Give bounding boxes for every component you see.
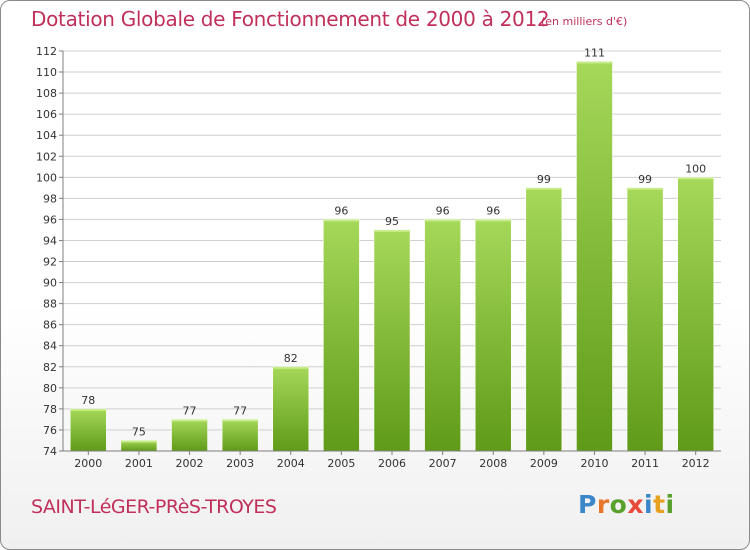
bar-2011 bbox=[626, 187, 664, 452]
bar-highlight bbox=[323, 219, 360, 222]
y-tick-label: 74 bbox=[43, 445, 57, 458]
logo-letter: x bbox=[627, 490, 644, 519]
y-tick-label: 84 bbox=[43, 340, 57, 353]
bar-highlight bbox=[677, 177, 714, 180]
bar-2010 bbox=[576, 61, 613, 452]
bar-highlight bbox=[576, 61, 613, 64]
bar-value-label: 96 bbox=[436, 204, 450, 217]
logo-letter: i bbox=[644, 490, 654, 519]
logo-letter: i bbox=[665, 490, 675, 519]
y-tick-label: 82 bbox=[43, 361, 57, 374]
bar-2000 bbox=[70, 408, 107, 452]
x-tick-label: 2004 bbox=[277, 457, 305, 470]
bar-highlight bbox=[70, 408, 107, 411]
bar-value-label: 77 bbox=[183, 404, 197, 417]
y-tick-label: 112 bbox=[36, 45, 57, 58]
y-tick-label: 106 bbox=[36, 108, 57, 121]
x-tick-label: 2005 bbox=[327, 457, 355, 470]
logo-letter: r bbox=[596, 490, 610, 519]
bar-value-label: 100 bbox=[685, 162, 706, 175]
x-tick-label: 2009 bbox=[530, 457, 558, 470]
bar-value-label: 96 bbox=[486, 204, 500, 217]
y-tick-label: 104 bbox=[36, 129, 57, 142]
bar-value-label: 96 bbox=[334, 204, 348, 217]
bar-2009 bbox=[525, 187, 563, 452]
axes bbox=[59, 50, 721, 455]
y-tick-label: 76 bbox=[43, 424, 57, 437]
bars bbox=[70, 61, 714, 452]
bar-value-label: 99 bbox=[537, 173, 551, 186]
y-tick-label: 96 bbox=[43, 213, 57, 226]
bar-value-label: 99 bbox=[638, 173, 652, 186]
bar-highlight bbox=[171, 419, 208, 422]
bar-value-label: 95 bbox=[385, 215, 399, 228]
y-tick-label: 78 bbox=[43, 403, 57, 416]
bar-2007 bbox=[424, 219, 461, 452]
chart-unit-note: (en milliers d'€) bbox=[541, 15, 628, 28]
bar-highlight bbox=[272, 366, 309, 369]
x-tick-label: 2011 bbox=[631, 457, 659, 470]
y-tick-label: 88 bbox=[43, 298, 57, 311]
logo-letter: P bbox=[578, 490, 597, 519]
y-tick-label: 80 bbox=[43, 382, 57, 395]
bar-highlight bbox=[475, 219, 512, 222]
bar-2012 bbox=[677, 177, 714, 452]
bar-2002 bbox=[171, 419, 208, 452]
y-tick-label: 86 bbox=[43, 319, 57, 332]
y-tick-label: 100 bbox=[36, 171, 57, 184]
y-tick-label: 102 bbox=[36, 150, 57, 163]
bar-value-label: 78 bbox=[81, 394, 95, 407]
x-tick-label: 2012 bbox=[682, 457, 710, 470]
x-tick-label: 2007 bbox=[429, 457, 457, 470]
bar-highlight bbox=[525, 187, 562, 190]
bar-2006 bbox=[373, 229, 411, 452]
y-tick-label: 110 bbox=[36, 66, 57, 79]
x-tick-label: 2010 bbox=[580, 457, 608, 470]
proxiti-logo: Proxiti bbox=[578, 490, 675, 519]
bar-highlight bbox=[222, 419, 259, 422]
x-tick-label: 2000 bbox=[74, 457, 102, 470]
x-tick-label: 2001 bbox=[125, 457, 153, 470]
x-tick-label: 2008 bbox=[479, 457, 507, 470]
bar-highlight bbox=[120, 440, 157, 443]
bar-value-label: 82 bbox=[284, 352, 298, 365]
bar-2008 bbox=[474, 219, 512, 452]
y-tick-label: 90 bbox=[43, 277, 57, 290]
commune-name: SAINT-LéGER-PRèS-TROYES bbox=[31, 496, 277, 518]
x-tick-label: 2006 bbox=[378, 457, 406, 470]
y-tick-label: 92 bbox=[43, 256, 57, 269]
labels: 74 76 78 80 82 84 86 88 90 92 94 96 98 100 102 104 106 10… bbox=[36, 45, 710, 470]
x-tick-label: 2003 bbox=[226, 457, 254, 470]
bar-2003 bbox=[221, 419, 259, 452]
bar-2004 bbox=[272, 366, 310, 452]
x-tick-label: 2002 bbox=[176, 457, 204, 470]
y-tick-label: 94 bbox=[43, 234, 57, 247]
y-tick-label: 98 bbox=[43, 192, 57, 205]
bar-highlight bbox=[374, 229, 410, 232]
logo-letter: t bbox=[653, 490, 666, 519]
bar-highlight bbox=[424, 219, 461, 222]
bar-highlight bbox=[627, 187, 664, 190]
chart-title: Dotation Globale de Fonctionnement de 20… bbox=[31, 7, 550, 31]
bar-value-label: 111 bbox=[584, 47, 605, 60]
bar-2005 bbox=[323, 219, 360, 452]
y-tick-label: 108 bbox=[36, 87, 57, 100]
logo-letter: o bbox=[609, 490, 628, 519]
bar-value-label: 75 bbox=[132, 425, 146, 438]
bar-value-label: 77 bbox=[233, 404, 247, 417]
